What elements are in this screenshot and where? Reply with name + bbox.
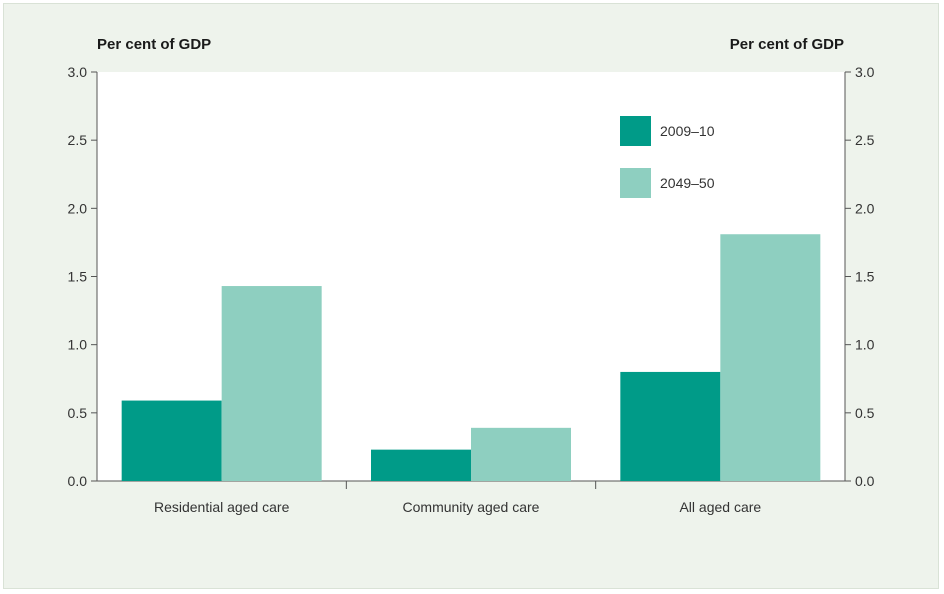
right-axis-ticks: 0.0 0.5 1.0 1.5 2.0 2.5 3.0 bbox=[845, 64, 875, 489]
right-axis-label: Per cent of GDP bbox=[730, 36, 844, 53]
right-tick-label: 3.0 bbox=[855, 64, 875, 80]
right-tick-label: 2.5 bbox=[855, 132, 875, 148]
legend-swatch bbox=[620, 116, 651, 146]
right-tick-label: 1.5 bbox=[855, 269, 875, 285]
bar-series1-1 bbox=[371, 449, 471, 481]
right-tick-label: 0.5 bbox=[855, 405, 875, 421]
category-label: Community aged care bbox=[403, 499, 540, 515]
left-tick-label: 0.0 bbox=[68, 473, 88, 489]
category-label: All aged care bbox=[679, 499, 761, 515]
right-tick-label: 0.0 bbox=[855, 473, 875, 489]
bar-series1-0 bbox=[121, 400, 222, 481]
left-tick-label: 0.5 bbox=[68, 405, 88, 421]
bar-series1-2 bbox=[620, 371, 721, 481]
legend-label: 2049–50 bbox=[660, 175, 715, 191]
left-axis-ticks: 0.0 0.5 1.0 1.5 2.0 2.5 3.0 bbox=[68, 64, 97, 489]
bars bbox=[121, 234, 821, 481]
left-tick-label: 3.0 bbox=[68, 64, 88, 80]
category-label: Residential aged care bbox=[154, 499, 290, 515]
left-tick-label: 1.5 bbox=[68, 269, 88, 285]
left-tick-label: 2.0 bbox=[68, 200, 88, 216]
right-tick-label: 1.0 bbox=[855, 337, 875, 353]
bar-series2-1 bbox=[471, 427, 571, 481]
legend-label: 2009–10 bbox=[660, 123, 715, 139]
left-tick-label: 2.5 bbox=[68, 132, 88, 148]
right-tick-label: 2.0 bbox=[855, 200, 875, 216]
left-axis-label: Per cent of GDP bbox=[97, 36, 211, 53]
left-tick-label: 1.0 bbox=[68, 337, 88, 353]
bar-series2-2 bbox=[720, 234, 821, 481]
bar-series2-0 bbox=[221, 286, 322, 481]
category-labels: Residential aged care Community aged care… bbox=[154, 499, 761, 515]
legend-swatch bbox=[620, 168, 651, 198]
legend: 2009–10 2049–50 bbox=[620, 116, 715, 198]
